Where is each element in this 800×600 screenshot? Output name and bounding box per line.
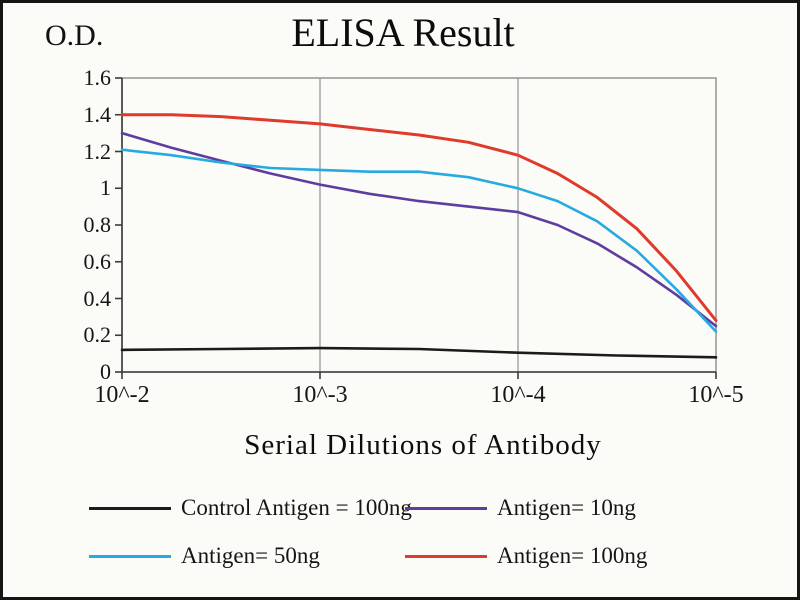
y-tick-label: 0.8 — [83, 212, 112, 237]
y-tick-label: 1.2 — [83, 139, 112, 164]
chart-title: ELISA Result — [291, 10, 515, 55]
legend-label: Control Antigen = 100ng — [181, 495, 412, 520]
y-tick-label: 1 — [100, 175, 111, 200]
legend-line-red — [405, 554, 487, 558]
legend-item-antigen-100ng: Antigen= 100ng — [405, 543, 647, 569]
legend-line-cyan — [89, 554, 171, 558]
x-axis-title: Serial Dilutions of Antibody — [244, 429, 602, 461]
legend-item-antigen-50ng: Antigen= 50ng — [89, 543, 320, 569]
y-axis-label: O.D. — [45, 19, 104, 52]
x-tick-label: 10^-5 — [688, 382, 744, 408]
y-tick-label: 1.4 — [83, 102, 112, 127]
y-tick-label: 0.4 — [83, 286, 112, 311]
y-tick-label: 1.6 — [83, 65, 112, 90]
legend-label: Antigen= 100ng — [497, 543, 648, 568]
legend-line-black — [89, 506, 171, 510]
legend-label: Antigen= 10ng — [497, 495, 636, 520]
y-tick-label: 0 — [100, 359, 111, 384]
x-tick-label: 10^-4 — [490, 382, 546, 408]
x-tick-label: 10^-3 — [292, 382, 348, 408]
legend-label: Antigen= 50ng — [181, 543, 320, 568]
x-tick-label: 10^-2 — [94, 382, 150, 408]
legend-line-purple — [405, 506, 487, 510]
y-tick-label: 0.6 — [83, 249, 112, 274]
legend-item-antigen-10ng: Antigen= 10ng — [405, 495, 636, 521]
y-tick-label: 0.2 — [83, 322, 112, 347]
legend-item-control-antigen: Control Antigen = 100ng — [89, 495, 412, 521]
